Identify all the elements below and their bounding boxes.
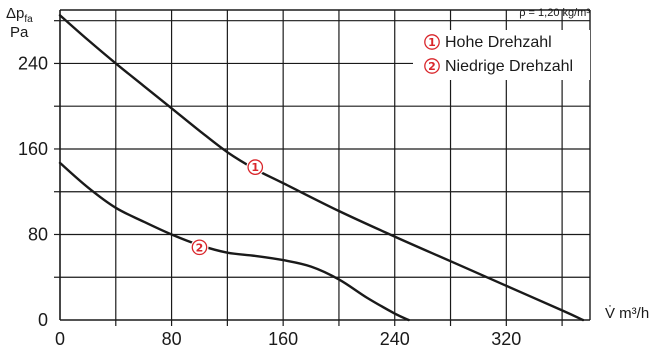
density-note: ρ = 1,20 kg/m³: [519, 7, 590, 19]
x-tick-label: 160: [268, 329, 298, 349]
legend: 1 Hohe Drehzahl 2 Niedrige Drehzahl: [413, 30, 590, 80]
y-axis-label-subscript: fa: [24, 14, 33, 25]
y-tick-labels: 0 80 160 240: [18, 53, 48, 330]
plot-frame: [54, 9, 591, 326]
series-line-2: [58, 161, 410, 322]
y-tick-label: 240: [18, 53, 48, 73]
marker-number: 1: [251, 161, 259, 174]
y-tick-label: 80: [28, 224, 48, 244]
x-axis-label: V̇ m³/h: [605, 305, 649, 322]
series-lines: 12: [58, 14, 585, 322]
marker-number: 2: [196, 241, 204, 254]
legend-marker-number: 1: [428, 36, 436, 49]
legend-marker-number: 2: [428, 60, 436, 73]
y-axis-label: Δpfa: [6, 5, 33, 25]
legend-marker-2: [424, 58, 440, 74]
y-tick-label: 0: [38, 310, 48, 330]
x-tick-label: 240: [380, 329, 410, 349]
legend-label-1: Hohe Drehzahl: [445, 34, 552, 51]
marker-circle: [191, 239, 208, 256]
x-tick-labels: 0 80 160 240 320: [55, 329, 521, 349]
series-marker-2: 2: [190, 238, 209, 257]
x-tick-label: 320: [491, 329, 521, 349]
x-tick-label: 0: [55, 329, 65, 349]
y-tick-label: 160: [18, 139, 48, 159]
legend-background: [413, 30, 590, 80]
grid: [60, 10, 590, 320]
y-axis-unit: Pa: [10, 24, 29, 41]
legend-label-2: Niedrige Drehzahl: [445, 58, 573, 75]
x-tick-label: 80: [162, 329, 182, 349]
series-marker-1: 1: [246, 158, 265, 177]
legend-marker-1: [424, 34, 440, 50]
marker-circle: [247, 159, 264, 175]
